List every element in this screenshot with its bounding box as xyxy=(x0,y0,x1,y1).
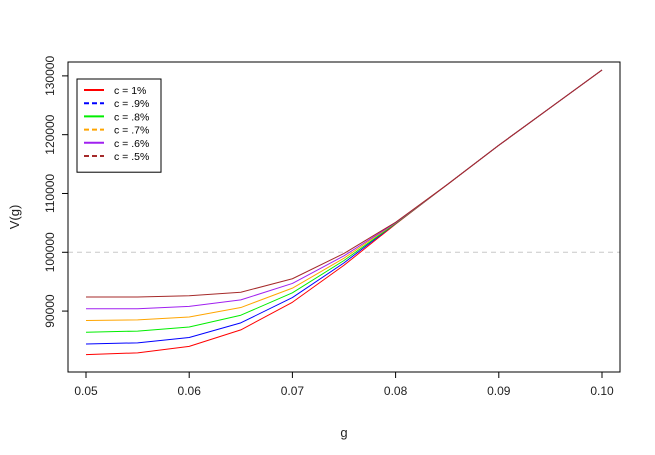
y-tick-label: 100000 xyxy=(43,232,57,272)
x-tick-label: 0.05 xyxy=(74,384,98,398)
legend-label: c = .8% xyxy=(114,111,149,123)
x-tick-label: 0.08 xyxy=(384,384,408,398)
x-tick-label: 0.09 xyxy=(487,384,511,398)
y-tick-label: 90000 xyxy=(43,294,57,328)
legend-label: c = 1% xyxy=(114,85,146,97)
y-axis-title: V(g) xyxy=(7,205,22,230)
legend: c = 1%c = .9%c = .8% c = .7%c = .6%c = .5… xyxy=(76,78,162,173)
series-line-5 xyxy=(86,69,603,310)
series-line-1 xyxy=(85,69,603,356)
y-tick-label: 130000 xyxy=(43,56,57,96)
x-tick-label: 0.07 xyxy=(281,384,305,398)
x-axis-title: g xyxy=(340,425,347,440)
series-line-3 xyxy=(85,69,603,333)
y-tick-label: 110000 xyxy=(43,174,57,213)
series-layer xyxy=(85,69,603,356)
series-line-6 xyxy=(86,69,603,298)
y-axis: 90000 100000 110000 120000 130000 xyxy=(43,56,69,328)
legend-box xyxy=(76,78,162,173)
series-line-2 xyxy=(85,69,603,345)
x-axis: 0.05 0.06 0.07 0.08 0.09 0.10 xyxy=(74,371,614,398)
legend-label: c = .6% xyxy=(114,138,149,150)
legend-label: c = .7% xyxy=(114,125,149,137)
y-tick-label: 120000 xyxy=(43,114,57,154)
series-line-4 xyxy=(85,69,603,321)
legend-label: c = .9% xyxy=(114,98,149,110)
x-tick-label: 0.10 xyxy=(590,384,614,398)
x-tick-label: 0.06 xyxy=(178,384,202,398)
legend-label: c = .5% xyxy=(114,151,149,163)
